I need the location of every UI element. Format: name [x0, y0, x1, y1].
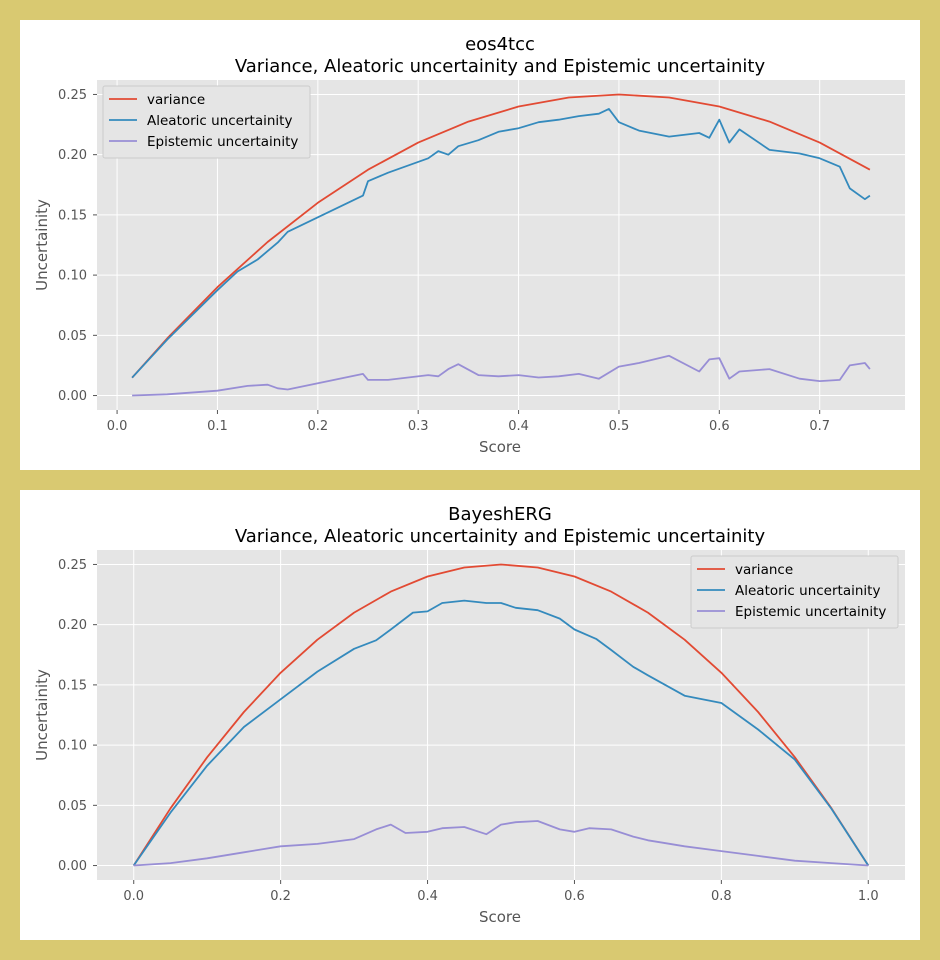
series-line-aleatoric-uncertainity [132, 599, 870, 867]
x-tick-label: 0.2 [270, 889, 291, 904]
x-tick-label: 0.6 [564, 889, 585, 904]
x-tick-label: 0.0 [123, 889, 144, 904]
x-tick-label: 0.6 [709, 419, 730, 434]
series-line-variance [132, 563, 870, 866]
legend-entry: Aleatoric uncertainity [147, 113, 292, 129]
x-tick-label: 0.8 [711, 889, 732, 904]
legend-frame [690, 555, 899, 629]
legend-entry: Epistemic uncertainity [735, 604, 886, 620]
chart-bayesherg: BayeshERG Variance, Aleatoric uncertaini… [33, 504, 905, 926]
x-tick-label: 0.5 [609, 419, 630, 434]
y-tick-label: 0.25 [58, 558, 87, 573]
x-tick-label: 0.4 [508, 419, 529, 434]
y-axis-label: Uncertainity [33, 669, 51, 761]
legend-entry: variance [147, 92, 205, 108]
y-axis-label: Uncertainity [33, 199, 51, 291]
x-tick-label: 0.1 [207, 419, 228, 434]
legend-frame [102, 85, 311, 159]
legend-entry: variance [735, 562, 793, 578]
series-line-aleatoric-uncertainity [131, 108, 871, 379]
legend-entry: Epistemic uncertainity [147, 134, 298, 150]
y-tick-label: 0.25 [58, 88, 87, 103]
y-tick-label: 0.05 [58, 799, 87, 814]
x-tick-label: 0.0 [107, 419, 128, 434]
x-axis-label: Score [479, 438, 521, 456]
chart-title: eos4tcc [465, 34, 535, 55]
y-tick-label: 0.15 [58, 208, 87, 223]
y-tick-label: 0.00 [58, 859, 87, 874]
y-tick-label: 0.10 [58, 269, 87, 284]
y-tick-label: 0.20 [58, 618, 87, 633]
x-tick-label: 0.4 [417, 889, 438, 904]
series-line-epistemic-uncertainity [132, 354, 871, 397]
chart-panel-eos4tcc: eos4tcc Variance, Aleatoric uncertainity… [20, 20, 920, 470]
y-tick-label: 0.10 [58, 739, 87, 754]
chart-title: BayeshERG [448, 504, 552, 525]
legend: variance Aleatoric uncertainity Epistemic … [102, 85, 311, 159]
series-line-variance [131, 93, 871, 379]
y-tick-label: 0.20 [58, 148, 87, 163]
plot-area: 0.0 0.1 0.2 0.3 0.4 0.5 0.6 0.7 0.00 0.05 0.10 0.15… [58, 80, 905, 434]
chart-subtitle: Variance, Aleatoric uncertainity and Epi… [235, 56, 766, 77]
x-tick-label: 0.3 [408, 419, 429, 434]
y-tick-label: 0.05 [58, 329, 87, 344]
series-line-epistemic-uncertainity [133, 820, 869, 867]
y-tick-label: 0.00 [58, 389, 87, 404]
y-tick-label: 0.15 [58, 678, 87, 693]
plot-area: 0.0 0.2 0.4 0.6 0.8 1.0 0.00 0.05 0.10 0.15 0.20 0.… [58, 550, 905, 904]
x-tick-label: 1.0 [858, 889, 879, 904]
chart-panel-bayesherg: BayeshERG Variance, Aleatoric uncertaini… [20, 490, 920, 940]
x-axis-label: Score [479, 908, 521, 926]
chart-subtitle: Variance, Aleatoric uncertainity and Epi… [235, 526, 766, 547]
legend: variance Aleatoric uncertainity Epistemic … [690, 555, 899, 629]
x-tick-label: 0.7 [809, 419, 830, 434]
x-tick-label: 0.2 [307, 419, 328, 434]
chart-eos4tcc: eos4tcc Variance, Aleatoric uncertainity… [33, 34, 905, 456]
legend-entry: Aleatoric uncertainity [735, 583, 880, 599]
